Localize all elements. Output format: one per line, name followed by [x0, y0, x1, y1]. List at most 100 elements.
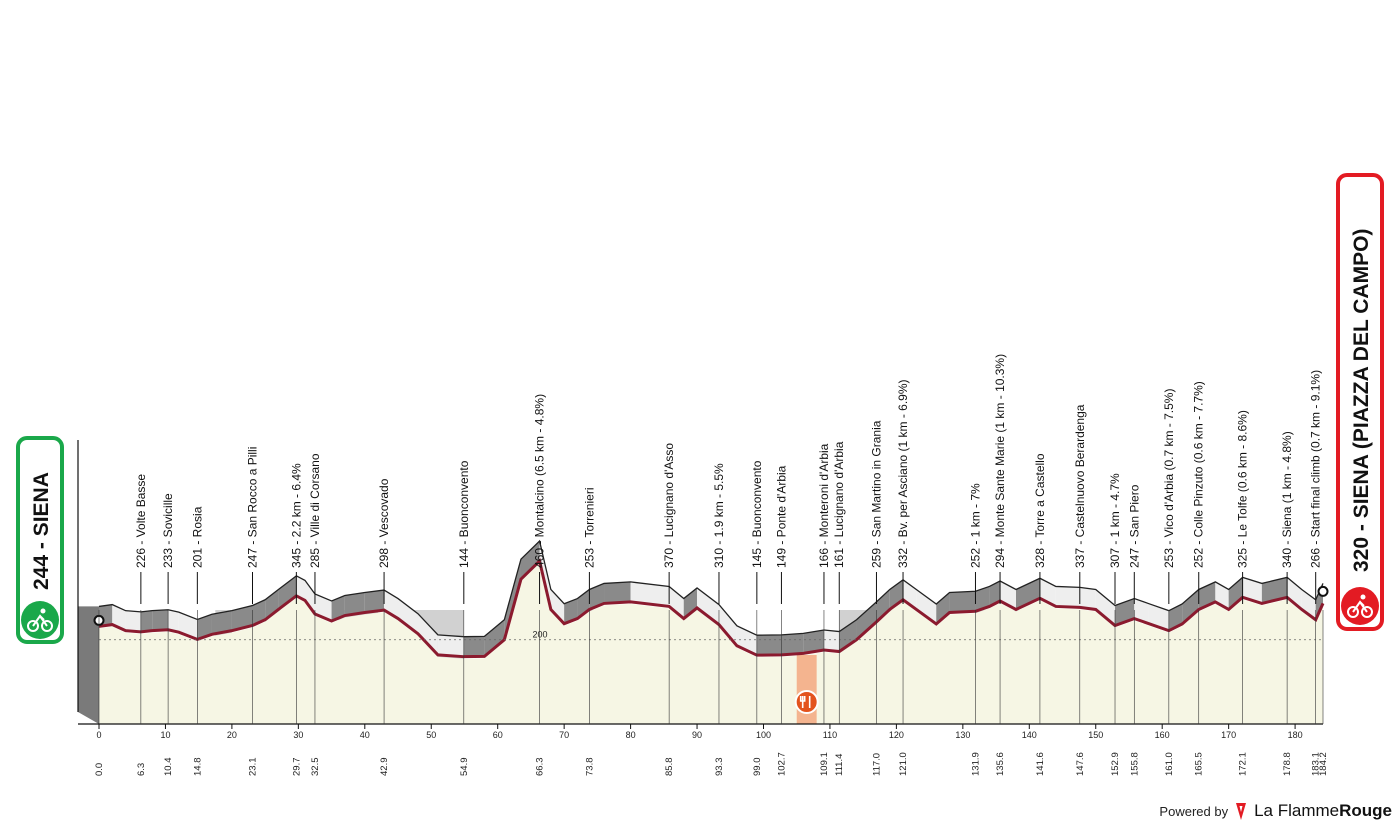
- profile-segment: [781, 633, 804, 655]
- km-point-label: 135.6: [995, 752, 1006, 776]
- waypoint-label: 201 - Rosia: [190, 506, 204, 568]
- profile-segment: [936, 592, 950, 624]
- profile-segment: [589, 583, 605, 610]
- km-point-label: 178.8: [1282, 752, 1293, 776]
- waypoint-label: 310 - 1.9 km - 5.5%: [712, 463, 726, 568]
- waypoint-label: 144 - Buonconvento: [457, 460, 471, 568]
- profile-segment: [331, 595, 345, 621]
- km-point-label: 85.8: [664, 758, 675, 777]
- waypoint-label: 149 - Ponte d'Arbia: [774, 465, 788, 568]
- profile-segment: [296, 575, 305, 601]
- km-point-label: 102.7: [776, 752, 787, 776]
- km-point-label: 14.8: [192, 758, 203, 777]
- km-point-label: 0.0: [94, 763, 105, 776]
- finish-badge: 320 - SIENA (PIAZZA DEL CAMPO): [1336, 173, 1384, 631]
- profile-segment: [989, 581, 1001, 607]
- x-tick-label: 170: [1221, 730, 1236, 740]
- profile-segment: [669, 586, 684, 619]
- powered-by-text: Powered by: [1159, 803, 1229, 819]
- waypoint-label: 325 - Le Tolfe (0.6 km - 8.6%): [1236, 410, 1250, 568]
- x-tick-label: 10: [160, 730, 170, 740]
- x-tick-label: 110: [823, 730, 837, 740]
- profile-segment: [1055, 586, 1080, 608]
- km-point-label: 23.1: [247, 758, 258, 777]
- km-point-label: 29.7: [291, 758, 302, 777]
- waypoint-label: 345 - 2.2 km - 6.4%: [289, 463, 303, 568]
- profile-segment: [344, 592, 365, 616]
- profile-segment: [564, 598, 578, 624]
- profile-segment: [364, 590, 385, 613]
- profile-segment: [1016, 578, 1040, 610]
- waypoint-label: 460 - Montalcino (6.5 km - 4.8%): [533, 394, 547, 568]
- km-point-label: 99.0: [752, 758, 763, 777]
- km-point-label: 32.5: [310, 758, 321, 777]
- km-point-label: 147.6: [1075, 752, 1086, 776]
- waypoint-label: 233 - Sovicille: [161, 493, 175, 568]
- profile-side-wall: [78, 606, 99, 724]
- profile-segment: [1261, 577, 1288, 604]
- cyclist-icon-glyph: [27, 608, 53, 632]
- profile-segment: [630, 581, 670, 607]
- profile-segment: [683, 587, 698, 619]
- profile-segment: [550, 589, 565, 624]
- waypoint-label: 266 - Start final climb (0.7 km - 9.1%): [1309, 370, 1323, 568]
- x-tick-label: 120: [889, 730, 904, 740]
- profile-segment: [839, 619, 857, 652]
- profile-segment: [140, 610, 153, 632]
- km-point-label: 183.1: [1311, 752, 1322, 776]
- waypoint-label: 285 - Ville di Corsano: [308, 453, 322, 568]
- waypoint-labels: 226 - Volte Basse 233 - Sovicille 201 - Ro…: [134, 354, 1323, 604]
- cyclist-icon: [21, 601, 59, 639]
- profile-segment: [718, 604, 737, 646]
- km-point-label: 54.9: [459, 758, 470, 777]
- brand-name: La FlammeRouge: [1254, 801, 1392, 821]
- x-tick-label: 100: [756, 730, 771, 740]
- profile-segment: [520, 541, 540, 580]
- km-point-label: 165.5: [1194, 752, 1205, 776]
- x-tick-label: 40: [360, 730, 370, 740]
- brand-bold: Rouge: [1339, 801, 1392, 820]
- x-tick-label: 0: [96, 730, 101, 740]
- km-point-label: 10.4: [163, 758, 174, 777]
- waypoint-label: 328 - Torre a Castello: [1033, 453, 1047, 568]
- profile-segment: [168, 609, 179, 633]
- profile-segment: [1287, 577, 1302, 610]
- profile-segment: [604, 581, 631, 604]
- km-point-label: 152.9: [1110, 752, 1121, 776]
- x-tick-label: 80: [626, 730, 636, 740]
- profile-segment: [916, 589, 937, 624]
- profile-segment: [304, 580, 315, 615]
- waypoint-label: 247 - San Piero: [1127, 484, 1141, 568]
- x-tick-label: 140: [1022, 730, 1037, 740]
- profile-segment: [484, 619, 505, 657]
- profile-segment: [398, 598, 418, 634]
- profile-segment: [437, 634, 464, 657]
- profile-segment: [152, 609, 169, 631]
- waypoint-label: 161 - Lucignano d'Arbia: [832, 441, 846, 568]
- feed-zone-icon: [794, 690, 819, 714]
- profile-segment: [463, 636, 485, 657]
- km-point-label: 6.3: [136, 763, 147, 776]
- profile-segment: [231, 605, 253, 631]
- waypoint-label: 253 - Torrenieri: [582, 488, 596, 568]
- km-point-label: 184.2: [1318, 752, 1329, 776]
- km-point-label: 93.3: [714, 758, 725, 777]
- km-point-label: 161.0: [1164, 752, 1175, 776]
- x-tick-label: 60: [493, 730, 503, 740]
- km-point-label: 111.4: [834, 754, 845, 776]
- profile-segment: [211, 610, 232, 635]
- profile-segment: [417, 613, 438, 655]
- flame-logo-icon: [1236, 803, 1247, 820]
- finish-badge-label: 320 - SIENA (PIAZZA DEL CAMPO): [1350, 229, 1373, 572]
- km-point-label: 42.9: [379, 758, 390, 777]
- profile-segment: [876, 589, 890, 622]
- waypoint-label: 247 - San Rocco a Pilli: [245, 447, 259, 568]
- waypoint-label: 332 - Bv. per Asciano (1 km - 6.9%): [896, 379, 910, 568]
- x-tick-label: 180: [1288, 730, 1303, 740]
- x-tick-label: 150: [1088, 730, 1103, 740]
- cyclist-icon-glyph: [1347, 594, 1373, 618]
- finish-point: [1317, 585, 1329, 597]
- km-point-label: 117.0: [871, 753, 882, 776]
- profile-segment: [1095, 589, 1116, 626]
